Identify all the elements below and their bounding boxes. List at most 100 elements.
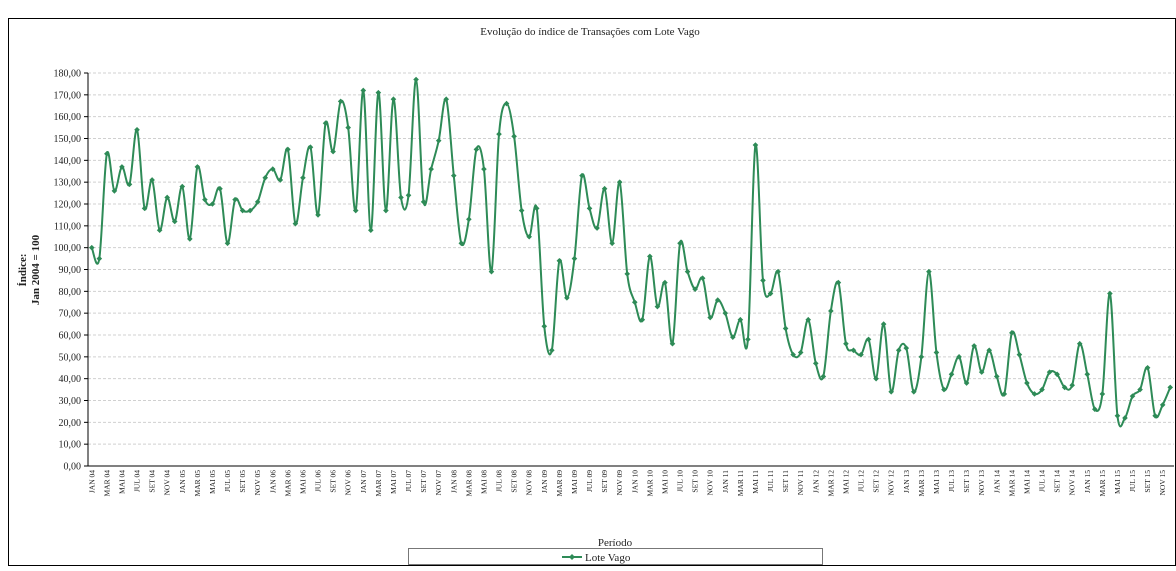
data-point (948, 371, 955, 378)
data-point (941, 386, 947, 393)
x-tick-label: SET 14 (1053, 470, 1062, 493)
data-point (647, 253, 653, 260)
data-point (1159, 402, 1166, 408)
data-point (450, 172, 457, 179)
x-tick-label: MAR 14 (1007, 470, 1016, 497)
data-point (405, 192, 412, 199)
data-point (247, 207, 253, 214)
data-point (262, 175, 269, 181)
y-tick-label: 40,00 (59, 374, 82, 385)
x-tick-label: JUL 08 (495, 470, 504, 492)
data-point (428, 166, 434, 172)
data-point (171, 218, 178, 225)
data-point (714, 297, 721, 303)
data-point (601, 185, 608, 192)
x-tick-label: SET 06 (329, 470, 338, 493)
x-tick-label: JAN 14 (992, 470, 1001, 493)
data-point (1016, 351, 1023, 358)
data-point (1076, 340, 1083, 347)
data-point (345, 124, 351, 131)
data-point (782, 325, 789, 332)
y-axis-title-line: Jan 2004 = 100 (30, 234, 42, 305)
x-tick-label: MAI 15 (1113, 470, 1122, 494)
data-point (1054, 371, 1060, 378)
data-point (1099, 391, 1106, 397)
data-point (390, 96, 397, 102)
x-tick-label: MAI 14 (1022, 470, 1031, 494)
data-point (1122, 415, 1128, 421)
data-point (458, 240, 465, 247)
x-tick-label: MAR 13 (917, 470, 926, 497)
data-point (797, 349, 804, 356)
x-tick-label: JAN 05 (178, 470, 187, 493)
x-tick-label: MAI 07 (389, 470, 398, 494)
data-point (187, 236, 193, 242)
data-point (888, 388, 894, 395)
data-point (669, 340, 676, 347)
data-point (662, 279, 668, 286)
data-point (443, 96, 450, 102)
data-point (1001, 391, 1008, 397)
data-point (926, 268, 932, 275)
data-point (752, 142, 759, 148)
y-tick-label: 60,00 (59, 331, 82, 342)
y-tick-label: 100,00 (54, 243, 82, 254)
x-tick-label: JAN 07 (359, 470, 368, 493)
x-tick-label: SET 05 (238, 470, 247, 493)
data-point (285, 146, 291, 153)
x-tick-label: NOV 05 (253, 470, 262, 496)
x-tick-label: JUL 04 (133, 470, 142, 492)
data-point (586, 205, 593, 212)
data-point (1144, 364, 1151, 371)
data-point (518, 207, 525, 214)
data-point (488, 268, 495, 275)
data-point (1114, 412, 1121, 419)
y-tick-label: 20,00 (59, 418, 82, 429)
data-point (202, 196, 208, 203)
x-tick-label: JAN 08 (449, 470, 458, 493)
data-point (556, 257, 563, 264)
data-point (164, 194, 170, 201)
x-tick-label: MAR 06 (283, 470, 292, 497)
x-tick-label: JAN 06 (268, 470, 277, 493)
x-tick-label: MAI 10 (660, 470, 669, 494)
data-point (315, 212, 321, 218)
x-tick-label: MAR 07 (374, 470, 383, 497)
data-point (571, 255, 578, 262)
data-point (880, 321, 887, 327)
y-tick-label: 0,00 (64, 462, 82, 473)
x-tick-label: MAI 13 (932, 470, 941, 494)
x-tick-label: SET 10 (691, 470, 700, 493)
y-tick-label: 120,00 (54, 200, 82, 211)
x-tick-label: SET 09 (600, 470, 609, 493)
data-point (730, 334, 736, 340)
x-tick-label: SET 04 (148, 470, 157, 493)
data-point (420, 199, 427, 205)
data-point (269, 166, 276, 172)
y-tick-label: 110,00 (54, 221, 81, 232)
data-point (692, 286, 698, 292)
data-point (760, 277, 766, 284)
x-tick-label: MAR 09 (555, 470, 564, 497)
data-point (352, 207, 359, 214)
x-tick-label: MAR 10 (645, 470, 654, 497)
x-tick-label: JAN 10 (630, 470, 639, 493)
data-point (134, 126, 140, 133)
data-point (88, 244, 95, 251)
x-tick-label: JAN 13 (902, 470, 911, 493)
data-point (533, 205, 540, 212)
data-point (360, 87, 367, 94)
x-tick-label: MAR 05 (193, 470, 202, 497)
data-point (368, 227, 374, 233)
x-tick-label: MAR 15 (1098, 470, 1107, 497)
data-point (1129, 393, 1136, 399)
data-point (1024, 380, 1030, 386)
x-tick-label: NOV 04 (163, 470, 172, 496)
data-point (292, 220, 299, 227)
x-tick-label: JAN 11 (721, 470, 730, 493)
x-tick-label: NOV 10 (706, 470, 715, 496)
data-point (616, 179, 623, 185)
data-point (654, 303, 661, 310)
data-point (119, 164, 125, 170)
x-tick-label: JUL 14 (1038, 470, 1047, 492)
